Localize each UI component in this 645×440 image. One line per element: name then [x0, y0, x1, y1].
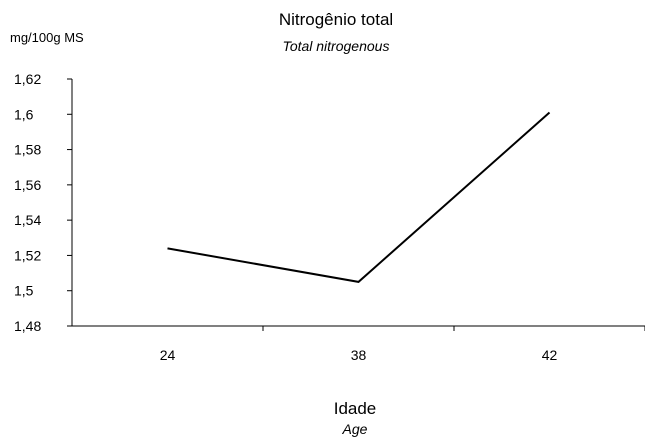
x-tick-label: 24	[160, 347, 176, 363]
x-tick-label: 42	[542, 347, 558, 363]
y-tick-label: 1,54	[14, 212, 41, 228]
x-tick-label: 38	[351, 347, 367, 363]
chart-subtitle: Total nitrogenous	[283, 38, 390, 54]
y-tick-label: 1,58	[14, 142, 41, 158]
series-line	[167, 111, 551, 283]
y-axis-ticks: 1,62 1,6 1,58 1,56 1,54 1,52 1,5 1,48	[14, 71, 72, 334]
chart-title: Nitrogênio total	[279, 10, 393, 29]
y-axis-unit-label: mg/100g MS	[10, 30, 84, 45]
x-axis-title: Idade	[334, 399, 377, 418]
y-tick-label: 1,62	[14, 71, 41, 87]
y-tick-label: 1,48	[14, 318, 41, 334]
y-tick-label: 1,52	[14, 247, 41, 263]
y-tick-label: 1,56	[14, 177, 41, 193]
x-axis-ticks: 24 38 42	[160, 326, 645, 363]
y-tick-label: 1,5	[14, 283, 34, 299]
series-group	[167, 111, 551, 283]
x-axis-subtitle: Age	[342, 421, 368, 437]
y-tick-label: 1,6	[14, 106, 34, 122]
